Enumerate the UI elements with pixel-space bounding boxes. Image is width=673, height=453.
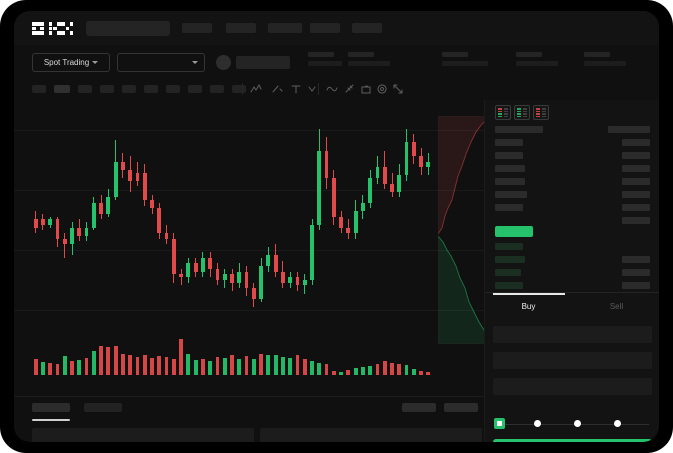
orderbook-right-row bbox=[622, 269, 650, 276]
nav-item-1[interactable] bbox=[182, 23, 212, 33]
wave-icon[interactable] bbox=[326, 83, 338, 95]
top-navigation-bar bbox=[14, 11, 659, 45]
line-chart-icon[interactable] bbox=[250, 83, 262, 95]
interval-button-4[interactable] bbox=[100, 85, 114, 93]
orderbook-right-row bbox=[608, 126, 650, 133]
orderbook-bids-icon[interactable] bbox=[514, 105, 530, 120]
market-type-selector[interactable]: Spot Trading bbox=[32, 53, 110, 72]
orderbook-ask-row[interactable] bbox=[495, 191, 527, 198]
orderbook-right-row bbox=[622, 282, 650, 289]
ruler-icon[interactable] bbox=[344, 83, 356, 95]
text-icon[interactable] bbox=[290, 83, 302, 95]
nav-item-2[interactable] bbox=[226, 23, 256, 33]
orderbook-ask-row[interactable] bbox=[495, 152, 523, 159]
okx-logo-icon[interactable] bbox=[32, 22, 74, 36]
interval-button-6[interactable] bbox=[144, 85, 158, 93]
depth-chart-overlay bbox=[438, 116, 484, 344]
amount-slider-handle[interactable] bbox=[494, 418, 505, 429]
orderbook-right-row bbox=[622, 152, 650, 159]
chart-toolbar bbox=[14, 78, 659, 101]
trend-line-icon[interactable] bbox=[272, 83, 284, 95]
interval-button-10[interactable] bbox=[232, 85, 246, 93]
interval-button-7[interactable] bbox=[166, 85, 180, 93]
stat-high bbox=[442, 52, 488, 66]
interval-button-5[interactable] bbox=[122, 85, 136, 93]
orderbook-and-order-form: Buy Sell bbox=[484, 100, 659, 442]
orderbook-both-icon[interactable] bbox=[495, 105, 511, 120]
bottom-content-panel-left bbox=[32, 428, 254, 442]
order-field-amount[interactable] bbox=[493, 352, 652, 369]
market-subbar: Spot Trading bbox=[14, 45, 659, 78]
interval-button-2[interactable] bbox=[54, 85, 70, 93]
chevron-down-icon[interactable] bbox=[306, 83, 318, 95]
app-screen: Spot Trading bbox=[14, 11, 659, 442]
bottom-content-panel-right bbox=[260, 428, 482, 442]
buy-tab-active-indicator bbox=[493, 293, 565, 295]
interval-button-8[interactable] bbox=[188, 85, 202, 93]
fullscreen-icon[interactable] bbox=[392, 83, 404, 95]
orderbook-ask-row[interactable] bbox=[495, 139, 523, 146]
price-chart[interactable] bbox=[14, 100, 484, 396]
interval-button-9[interactable] bbox=[210, 85, 224, 93]
orderbook-current-price bbox=[495, 226, 533, 237]
orderbook-bid-row[interactable] bbox=[495, 243, 523, 250]
order-field-total[interactable] bbox=[493, 378, 652, 395]
orderbook-ask-row[interactable] bbox=[495, 165, 525, 172]
stat-last-price bbox=[308, 52, 342, 66]
stat-change bbox=[348, 52, 390, 66]
orderbook-right-row bbox=[622, 165, 650, 172]
nav-item-4[interactable] bbox=[310, 23, 340, 33]
orderbook-bid-row[interactable] bbox=[495, 269, 521, 276]
stat-volume bbox=[584, 52, 626, 66]
orderbook-bid-row[interactable] bbox=[495, 282, 523, 289]
orderbook-right-row bbox=[622, 139, 650, 146]
slider-step-2[interactable] bbox=[574, 420, 581, 427]
nav-item-3[interactable] bbox=[268, 23, 302, 33]
bottom-tab-order-history[interactable] bbox=[84, 403, 122, 412]
orderbook-right-row bbox=[622, 256, 650, 263]
chevron-down-icon bbox=[92, 61, 99, 64]
bottom-action-2[interactable] bbox=[444, 403, 478, 412]
place-buy-order-button[interactable] bbox=[493, 439, 652, 442]
order-field-price[interactable] bbox=[493, 326, 652, 343]
buy-sell-tabs: Buy Sell bbox=[485, 292, 659, 319]
slider-step-3[interactable] bbox=[614, 420, 621, 427]
bottom-panel bbox=[14, 396, 484, 442]
orderbook-bid-row[interactable] bbox=[495, 256, 525, 263]
tab-buy[interactable]: Buy bbox=[521, 301, 536, 311]
chevron-down-icon bbox=[192, 61, 198, 64]
search-input[interactable] bbox=[86, 21, 170, 36]
orderbook-right-row bbox=[622, 178, 650, 185]
settings-icon[interactable] bbox=[376, 83, 388, 95]
interval-button-1[interactable] bbox=[32, 85, 46, 93]
pair-avatar bbox=[216, 55, 231, 70]
orderbook-ask-row[interactable] bbox=[495, 204, 523, 211]
orderbook-ask-row[interactable] bbox=[495, 126, 543, 133]
interval-button-3[interactable] bbox=[78, 85, 92, 93]
orderbook-right-row bbox=[622, 217, 650, 224]
tab-sell[interactable]: Sell bbox=[609, 301, 624, 311]
nav-item-5[interactable] bbox=[352, 23, 382, 33]
bottom-tab-open-orders[interactable] bbox=[32, 403, 70, 412]
stat-low bbox=[516, 52, 558, 66]
orderbook-asks-icon[interactable] bbox=[533, 105, 549, 120]
bottom-action-1[interactable] bbox=[402, 403, 436, 412]
orderbook-right-row bbox=[622, 204, 650, 211]
camera-icon[interactable] bbox=[360, 83, 372, 95]
orderbook-ask-row[interactable] bbox=[495, 178, 525, 185]
trading-pair-selector[interactable] bbox=[117, 53, 205, 72]
bottom-tab-active-indicator bbox=[32, 419, 70, 421]
slider-step-1[interactable] bbox=[534, 420, 541, 427]
pair-name-placeholder bbox=[236, 56, 290, 69]
orderbook-right-row bbox=[622, 191, 650, 198]
market-type-label: Spot Trading bbox=[43, 58, 90, 67]
